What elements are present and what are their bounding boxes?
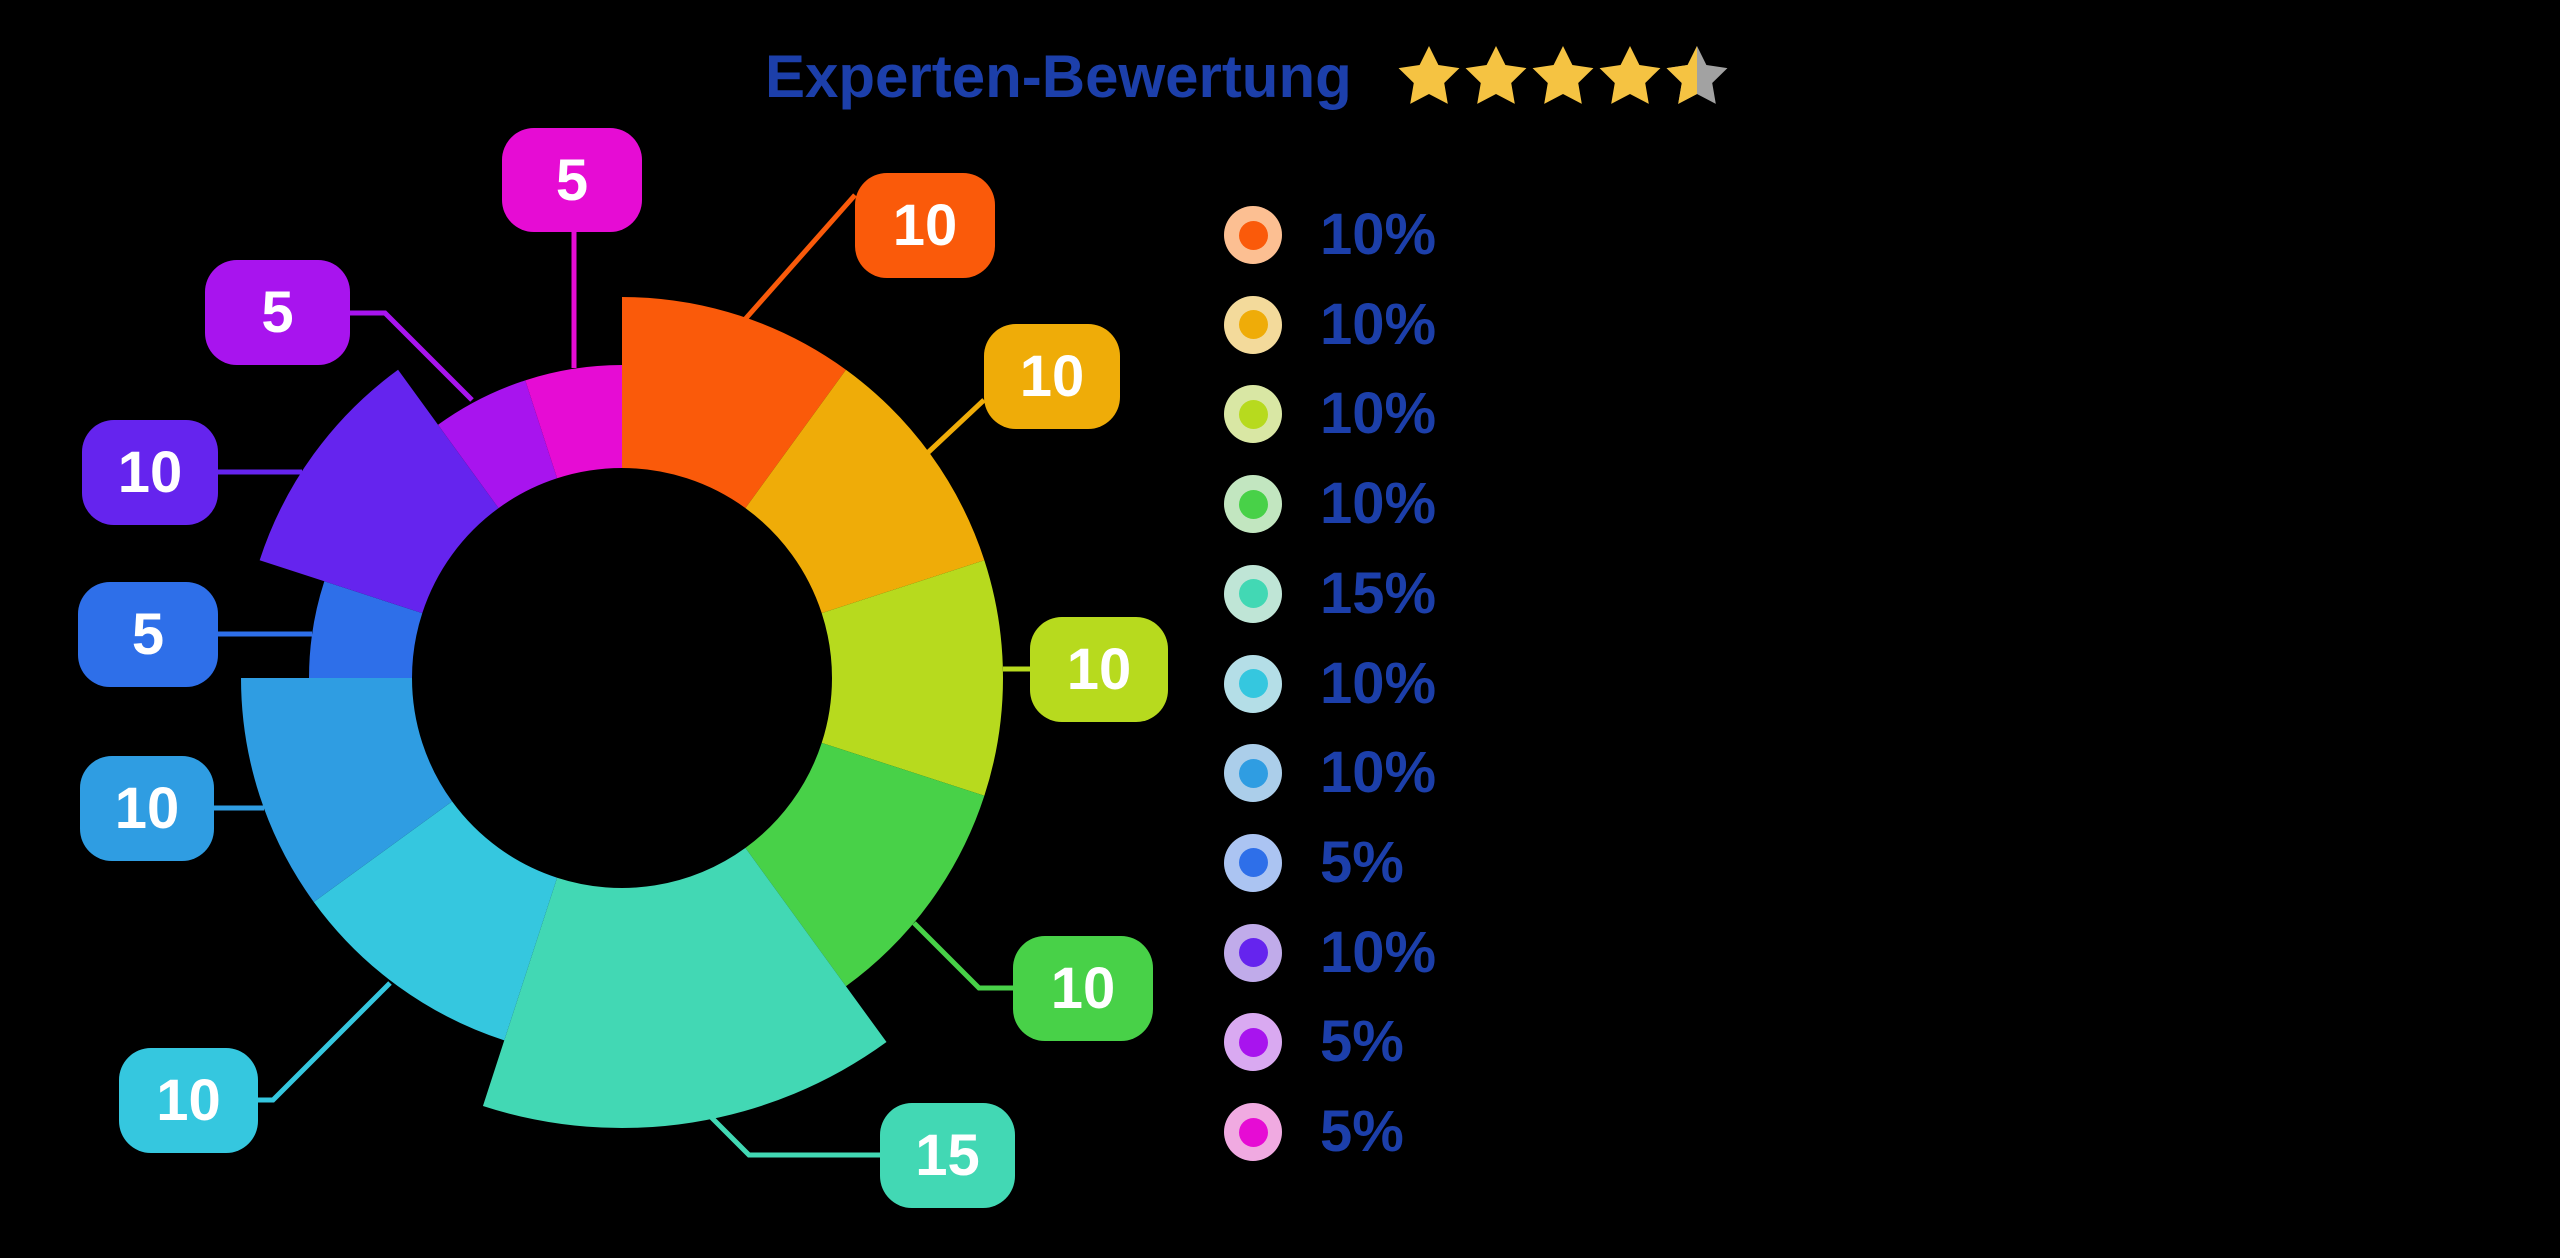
pie-slice-amber[interactable] bbox=[745, 369, 985, 614]
legend-dot-sky-blue-icon bbox=[1224, 744, 1282, 803]
page-title: Experten-Bewertung bbox=[765, 43, 1352, 110]
callout-yellow-green[interactable]: 10 bbox=[1030, 617, 1168, 722]
legend-item-violet[interactable]: 10% bbox=[1224, 919, 1437, 985]
legend-dot-inner bbox=[1238, 220, 1268, 250]
legend-dot-inner bbox=[1238, 669, 1268, 698]
legend-percentage: 5% bbox=[1320, 829, 1404, 895]
rating-stars bbox=[1398, 46, 1728, 104]
legend-dot-yellow-green-icon bbox=[1224, 385, 1282, 444]
legend-dot-violet-icon bbox=[1224, 923, 1282, 982]
legend-item-teal[interactable]: 15% bbox=[1224, 560, 1437, 626]
legend-dot-inner bbox=[1238, 310, 1268, 340]
callout-teal[interactable]: 15 bbox=[880, 1103, 1015, 1208]
callout-violet[interactable]: 10 bbox=[82, 420, 218, 525]
legend-item-yellow-green[interactable]: 10% bbox=[1224, 384, 1436, 444]
legend-item-orange[interactable]: 10% bbox=[1224, 205, 1436, 265]
star-filled-icon bbox=[1532, 46, 1594, 104]
pie-slice-violet[interactable] bbox=[259, 369, 499, 614]
legend-percentage: 10% bbox=[1320, 202, 1437, 267]
legend-dot-inner bbox=[1238, 758, 1268, 788]
callout-orange[interactable]: 10 bbox=[855, 173, 995, 278]
callout-value: 10 bbox=[1066, 637, 1132, 702]
callout-value: 10 bbox=[1019, 344, 1085, 409]
callout-green[interactable]: 10 bbox=[1013, 936, 1153, 1041]
legend-dot-inner bbox=[1238, 579, 1268, 609]
pie-slice-yellow-green[interactable] bbox=[821, 560, 1003, 796]
pie-slice-orange[interactable] bbox=[622, 297, 846, 509]
pie-slice-green[interactable] bbox=[745, 742, 985, 987]
legend-percentage: 10% bbox=[1320, 919, 1437, 985]
pie-slice-cyan[interactable] bbox=[313, 801, 558, 1041]
callout-value: 10 bbox=[156, 1068, 221, 1133]
legend-dot-inner bbox=[1238, 1027, 1268, 1057]
pie-slice-teal[interactable] bbox=[482, 847, 887, 1128]
callout-line-teal bbox=[705, 1111, 880, 1158]
pie-slice-royal-blue[interactable] bbox=[309, 581, 423, 678]
star-filled-icon bbox=[1398, 46, 1460, 104]
pie-slice-magenta[interactable] bbox=[525, 365, 622, 479]
star-half-icon bbox=[1666, 46, 1697, 104]
legend-item-cyan[interactable]: 10% bbox=[1224, 650, 1437, 716]
legend-percentage: 15% bbox=[1320, 560, 1437, 626]
star-filled-icon bbox=[1465, 46, 1527, 104]
legend-percentage: 10% bbox=[1320, 740, 1437, 806]
legend-dot-magenta-icon bbox=[1224, 1103, 1282, 1161]
legend-dot-green-icon bbox=[1224, 475, 1282, 534]
pie-slice-purple[interactable] bbox=[438, 380, 558, 509]
callout-line-orange bbox=[738, 193, 857, 327]
legend-dot-inner bbox=[1238, 489, 1268, 519]
pie-slice-sky-blue[interactable] bbox=[241, 678, 453, 902]
legend-item-royal-blue[interactable]: 5% bbox=[1224, 829, 1404, 895]
callout-sky-blue[interactable]: 10 bbox=[80, 756, 214, 861]
legend-dot-inner bbox=[1238, 938, 1268, 968]
star-filled-icon bbox=[1599, 46, 1661, 104]
legend-item-green[interactable]: 10% bbox=[1224, 474, 1436, 534]
callout-line-cyan bbox=[258, 981, 392, 1103]
callout-purple[interactable]: 5 bbox=[205, 260, 350, 365]
callout-line-purple bbox=[350, 310, 474, 402]
callout-value: 5 bbox=[555, 147, 589, 213]
callout-royal-blue[interactable]: 5 bbox=[78, 582, 218, 687]
callout-value: 10 bbox=[117, 440, 183, 505]
callout-amber[interactable]: 10 bbox=[984, 324, 1120, 429]
legend-percentage: 10% bbox=[1320, 471, 1437, 537]
legend-percentage: 5% bbox=[1320, 1009, 1404, 1075]
callout-line-green bbox=[912, 921, 1013, 991]
callout-value: 15 bbox=[915, 1123, 980, 1188]
legend-dot-amber-icon bbox=[1224, 295, 1282, 354]
legend-percentage: 10% bbox=[1320, 381, 1437, 447]
callout-magenta[interactable]: 5 bbox=[502, 128, 642, 232]
legend-dot-cyan-icon bbox=[1224, 654, 1282, 713]
callout-value: 5 bbox=[131, 602, 165, 667]
legend-dot-inner bbox=[1238, 848, 1268, 878]
legend-dot-teal-icon bbox=[1224, 564, 1282, 623]
legend-item-sky-blue[interactable]: 10% bbox=[1224, 743, 1436, 803]
callout-value: 10 bbox=[114, 776, 180, 841]
legend-dot-purple-icon bbox=[1224, 1013, 1282, 1072]
legend-item-amber[interactable]: 10% bbox=[1224, 291, 1437, 357]
callout-value: 10 bbox=[1050, 956, 1116, 1021]
legend-dot-inner bbox=[1238, 399, 1268, 429]
legend-item-magenta[interactable]: 5% bbox=[1224, 1102, 1404, 1162]
legend-percentage: 5% bbox=[1320, 1099, 1404, 1164]
legend-dot-orange-icon bbox=[1224, 206, 1282, 264]
legend-percentage: 10% bbox=[1320, 650, 1437, 716]
callout-value: 10 bbox=[892, 193, 958, 258]
legend-percentage: 10% bbox=[1320, 291, 1437, 357]
legend-dot-royal-blue-icon bbox=[1224, 833, 1282, 892]
callout-line-amber bbox=[918, 398, 986, 462]
callout-value: 5 bbox=[261, 280, 294, 345]
callout-cyan[interactable]: 10 bbox=[119, 1048, 258, 1153]
legend-item-purple[interactable]: 5% bbox=[1224, 1012, 1404, 1072]
legend-dot-inner bbox=[1238, 1117, 1268, 1147]
